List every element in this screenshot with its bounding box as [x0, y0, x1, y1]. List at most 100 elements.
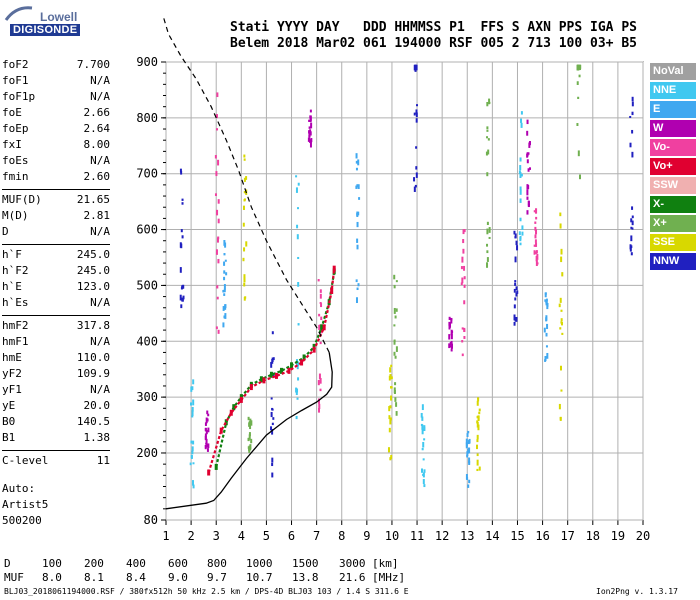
echo-dot [394, 397, 397, 402]
echo-dot [415, 166, 418, 170]
echo-dot [478, 408, 481, 412]
echo-dot [546, 352, 549, 359]
echo-dot [413, 177, 416, 182]
echo-dot [486, 250, 489, 254]
echo-dot [319, 293, 322, 299]
echo-dot [486, 126, 489, 130]
echo-dot [535, 242, 538, 247]
echo-dot [631, 206, 634, 210]
logo-lowell-text: Lowell [40, 10, 78, 24]
echo-dot [526, 153, 529, 158]
scale-value: 600 [168, 557, 188, 570]
echo-dot [355, 185, 358, 189]
echo-dot [576, 123, 579, 126]
echo-dot [355, 167, 358, 171]
echo-dot [216, 92, 219, 98]
scale-unit: [MHz] [372, 571, 406, 584]
legend-item-nne: NNE [650, 82, 696, 99]
echo-dot [415, 118, 418, 123]
echo-dot [319, 388, 322, 392]
echo-dot [526, 196, 529, 200]
echo-dot [478, 466, 481, 471]
echo-dot [461, 256, 464, 263]
echo-dot [296, 388, 299, 393]
param-name: MUF(D) [2, 193, 42, 206]
echo-dot [249, 418, 252, 423]
scale-value: 3000 [339, 557, 366, 570]
echo-dot [248, 445, 251, 449]
scale-value: 1500 [292, 557, 319, 570]
echo-dot [393, 307, 396, 314]
echo-dot [243, 274, 246, 280]
echo-dot [543, 327, 546, 333]
echo-dot [476, 415, 479, 419]
param-row: hmF2 317.8 [2, 319, 110, 335]
echo-dot [514, 256, 517, 263]
echo-dot [223, 284, 226, 290]
autoscaling-info: Auto: Artist5 500200 [2, 482, 48, 530]
param-name: B1 [2, 431, 16, 444]
echo-dot [631, 220, 634, 226]
echo-dot [320, 316, 323, 321]
echo-dot [190, 386, 193, 392]
echo-dot [513, 304, 516, 309]
echo-dot [243, 282, 246, 287]
param-value: 109.9 [76, 367, 110, 380]
param-name: M(D) [2, 209, 29, 222]
param-name: h`E [2, 280, 22, 293]
echo-dot [296, 364, 299, 370]
echo-dot [320, 327, 323, 334]
scale-value: 1000 [246, 557, 273, 570]
echo-dot [519, 242, 522, 246]
echo-dot [191, 410, 194, 417]
echo-dot [243, 158, 246, 161]
scale-value: 9.7 [207, 571, 227, 584]
echo-dot [191, 406, 194, 412]
echo-dot [225, 272, 228, 276]
echo-dot [388, 375, 391, 381]
param-value: 8.00 [83, 138, 111, 151]
echo-dot [242, 222, 245, 227]
param-value: 1.38 [83, 431, 111, 444]
echo-dot [309, 117, 312, 123]
echo-dot [319, 289, 322, 293]
echo-dot [462, 239, 465, 244]
echo-dot [519, 165, 522, 171]
echo-dot [514, 233, 517, 239]
echo-dot [191, 386, 194, 391]
echo-dot [394, 315, 397, 319]
scale-label: MUF [4, 571, 24, 584]
param-value: 21.65 [76, 193, 110, 206]
param-separator [2, 450, 110, 451]
echo-dot [394, 382, 397, 386]
echo-dot [423, 438, 426, 441]
echo-dot [271, 462, 274, 467]
echo-dot [207, 443, 210, 449]
echo-dot [559, 327, 562, 330]
echo-dot [545, 345, 548, 348]
echo-dot [191, 450, 194, 455]
echo-dot [190, 402, 193, 406]
echo-dot [488, 227, 491, 233]
x-tick-label: 7 [313, 529, 320, 543]
echo-dot [191, 446, 194, 452]
echo-dot [295, 391, 298, 396]
echo-dot [207, 413, 210, 417]
echo-dot [559, 212, 562, 217]
echo-dot [190, 455, 193, 458]
echo-dot [488, 101, 491, 104]
echo-dot [520, 118, 523, 123]
echo-dot [448, 316, 451, 320]
echo-dot [222, 289, 225, 293]
echo-dot [476, 434, 479, 440]
echo-dot [297, 282, 300, 287]
echo-dot [390, 364, 393, 368]
echo-dot [205, 430, 208, 435]
echo-dot [192, 399, 195, 406]
echo-dot [395, 346, 398, 352]
param-row: hmE 110.0 [2, 351, 110, 367]
echo-dot [182, 295, 185, 300]
scale-value: 8.1 [84, 571, 104, 584]
echo-dot [423, 469, 426, 473]
echo-dot [516, 290, 519, 294]
